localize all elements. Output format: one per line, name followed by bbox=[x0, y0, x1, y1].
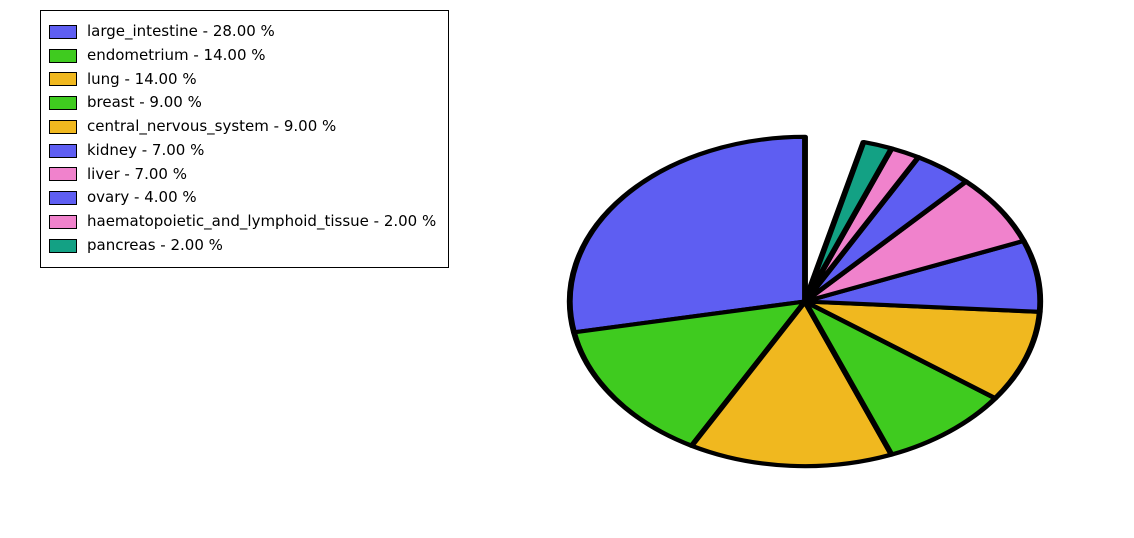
legend-item: large_intestine - 28.00 % bbox=[49, 21, 436, 43]
legend-swatch bbox=[49, 144, 77, 158]
legend-item: haematopoietic_and_lymphoid_tissue - 2.0… bbox=[49, 211, 436, 233]
legend-item: lung - 14.00 % bbox=[49, 69, 436, 91]
legend-label: haematopoietic_and_lymphoid_tissue - 2.0… bbox=[87, 211, 436, 233]
legend: large_intestine - 28.00 %endometrium - 1… bbox=[40, 10, 449, 268]
legend-label: liver - 7.00 % bbox=[87, 164, 187, 186]
pie-slice bbox=[570, 137, 805, 332]
legend-swatch bbox=[49, 25, 77, 39]
legend-label: large_intestine - 28.00 % bbox=[87, 21, 275, 43]
pie-chart bbox=[560, 130, 1050, 473]
legend-item: kidney - 7.00 % bbox=[49, 140, 436, 162]
legend-swatch bbox=[49, 239, 77, 253]
legend-swatch bbox=[49, 72, 77, 86]
legend-swatch bbox=[49, 120, 77, 134]
legend-label: endometrium - 14.00 % bbox=[87, 45, 266, 67]
legend-label: breast - 9.00 % bbox=[87, 92, 202, 114]
legend-swatch bbox=[49, 215, 77, 229]
legend-item: liver - 7.00 % bbox=[49, 164, 436, 186]
legend-swatch bbox=[49, 49, 77, 63]
legend-label: lung - 14.00 % bbox=[87, 69, 197, 91]
legend-item: central_nervous_system - 9.00 % bbox=[49, 116, 436, 138]
legend-item: endometrium - 14.00 % bbox=[49, 45, 436, 67]
legend-label: kidney - 7.00 % bbox=[87, 140, 204, 162]
legend-label: central_nervous_system - 9.00 % bbox=[87, 116, 336, 138]
legend-swatch bbox=[49, 167, 77, 181]
legend-item: ovary - 4.00 % bbox=[49, 187, 436, 209]
legend-item: pancreas - 2.00 % bbox=[49, 235, 436, 257]
legend-label: ovary - 4.00 % bbox=[87, 187, 197, 209]
legend-swatch bbox=[49, 96, 77, 110]
legend-item: breast - 9.00 % bbox=[49, 92, 436, 114]
legend-swatch bbox=[49, 191, 77, 205]
legend-label: pancreas - 2.00 % bbox=[87, 235, 223, 257]
